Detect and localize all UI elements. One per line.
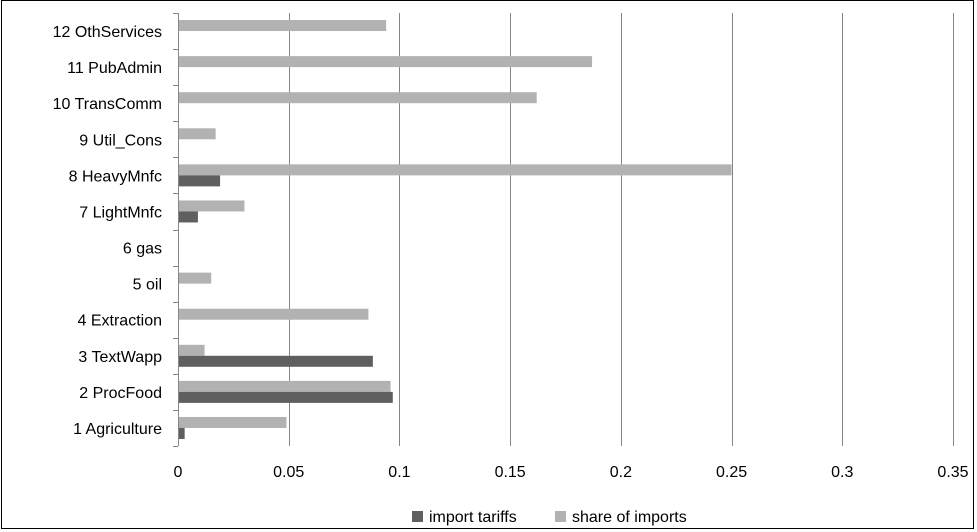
bar-share-of-imports-7-lightmnfc: [179, 200, 245, 212]
legend: import tariffs share of imports: [412, 509, 687, 526]
category-labels: 1 Agriculture 2 ProcFood 3 TextWapp 4 Extra…: [53, 24, 162, 438]
category-label-7-lightmnfc: 7 LightMnfc: [79, 204, 162, 221]
bar-share-of-imports-3-textwapp: [179, 344, 205, 356]
bar-import-tariffs-3-textwapp: [179, 355, 373, 367]
legend-swatch-import-tariffs: [412, 511, 423, 522]
x-tick-label: 0.25: [716, 464, 747, 481]
bar-share-of-imports-2-procfood: [179, 380, 391, 392]
bar-share-of-imports-1-agriculture: [179, 416, 287, 428]
x-tick-label: 0: [174, 464, 183, 481]
x-tick-label: 0.2: [610, 464, 632, 481]
bars-group: [179, 20, 732, 439]
bar-import-tariffs-2-procfood: [179, 391, 393, 403]
category-label-8-heavymnfc: 8 HeavyMnfc: [69, 168, 162, 185]
x-tick-labels: 0 0.05 0.1 0.15 0.2 0.25 0.3 0.35: [174, 464, 969, 481]
bar-share-of-imports-8-heavymnfc: [179, 164, 732, 176]
bar-import-tariffs-7-lightmnfc: [179, 211, 198, 223]
category-label-9-util-cons: 9 Util_Cons: [79, 132, 162, 149]
legend-swatch-share-of-imports: [555, 511, 566, 522]
bar-import-tariffs-1-agriculture: [179, 427, 185, 439]
gridlines: [173, 13, 954, 447]
category-label-6-gas: 6 gas: [123, 241, 162, 258]
x-tick-label: 0.1: [388, 464, 410, 481]
category-label-11-pubadmin: 11 PubAdmin: [67, 60, 162, 77]
x-tick-label: 0.3: [831, 464, 853, 481]
legend-label-import-tariffs: import tariffs: [429, 509, 517, 526]
category-label-3-textwapp: 3 TextWapp: [78, 349, 162, 366]
x-tick-label: 0.15: [495, 464, 526, 481]
category-label-1-agriculture: 1 Agriculture: [73, 421, 162, 438]
bar-import-tariffs-8-heavymnfc: [179, 175, 221, 187]
x-tick-label: 0.05: [273, 464, 304, 481]
bar-share-of-imports-12-othservices: [179, 20, 387, 32]
category-label-12-othservices: 12 OthServices: [53, 24, 162, 41]
x-tick-label: 0.35: [937, 464, 968, 481]
bar-share-of-imports-10-transcomm: [179, 92, 537, 104]
bar-share-of-imports-4-extraction: [179, 308, 369, 320]
bar-share-of-imports-11-pubadmin: [179, 56, 593, 68]
category-label-10-transcomm: 10 TransComm: [53, 96, 162, 113]
legend-label-share-of-imports: share of imports: [572, 509, 687, 526]
bar-share-of-imports-5-oil: [179, 272, 212, 284]
category-label-2-procfood: 2 ProcFood: [79, 385, 162, 402]
category-label-5-oil: 5 oil: [133, 277, 162, 294]
category-label-4-extraction: 4 Extraction: [78, 313, 162, 330]
bar-share-of-imports-9-util-cons: [179, 128, 216, 140]
